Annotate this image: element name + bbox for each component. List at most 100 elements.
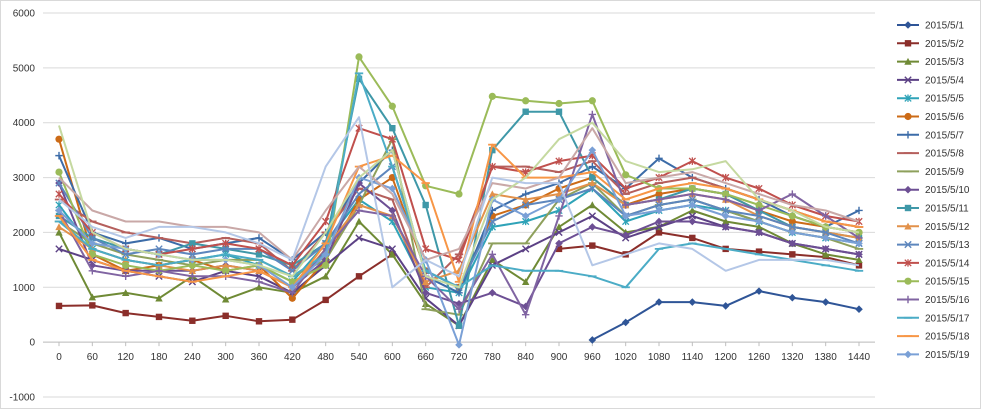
legend-label: 2015/5/13 [925, 240, 970, 251]
data-point [355, 201, 363, 209]
data-point [522, 97, 530, 105]
data-point [255, 251, 263, 258]
data-point [655, 154, 663, 163]
data-point [222, 312, 229, 320]
data-point [755, 212, 763, 220]
data-point [821, 234, 830, 242]
legend-label: 2015/5/2 [925, 39, 964, 50]
data-point [688, 217, 697, 226]
data-point [288, 294, 296, 302]
data-point [155, 313, 163, 321]
data-point [388, 102, 396, 110]
legend-entry: 2015/5/4 [897, 75, 964, 86]
legend-entry: 2015/5/18 [897, 332, 970, 343]
x-tick-label: 240 [184, 352, 201, 363]
data-point [688, 190, 697, 198]
data-point [722, 173, 730, 182]
data-point [521, 311, 530, 319]
legend-marker [904, 40, 912, 47]
y-tick-label: 2000 [13, 228, 36, 239]
data-point [655, 298, 663, 306]
data-point [255, 278, 263, 286]
data-point [55, 228, 63, 236]
series-line [58, 121, 860, 289]
data-point [655, 201, 663, 209]
data-point [589, 242, 596, 249]
x-tick-label: 540 [351, 352, 368, 363]
legend-label: 2015/5/3 [925, 57, 964, 68]
data-point [355, 206, 363, 215]
data-point [455, 341, 463, 349]
data-point [55, 245, 63, 253]
data-point [289, 316, 296, 323]
data-point [555, 223, 563, 231]
legend-entry: 2015/5/11 [897, 204, 969, 215]
legend-label: 2015/5/19 [925, 350, 970, 361]
x-tick-label: 1440 [848, 352, 871, 363]
y-tick-label: -1000 [9, 393, 35, 404]
data-point [89, 302, 96, 309]
data-point [755, 217, 763, 226]
data-point [655, 206, 663, 215]
x-tick-label: 600 [384, 352, 401, 363]
data-point [555, 99, 563, 108]
data-point [788, 217, 796, 226]
data-point [821, 228, 830, 237]
legend-marker [904, 57, 912, 65]
data-point [589, 174, 596, 181]
series-group [54, 53, 864, 349]
legend-label: 2015/5/17 [925, 313, 970, 324]
data-point [321, 272, 330, 280]
data-point [155, 267, 163, 275]
legend-entry: 2015/5/9 [897, 167, 964, 178]
data-point [621, 318, 630, 327]
data-point [789, 251, 796, 258]
legend-marker [904, 204, 912, 212]
data-point [821, 298, 830, 306]
legend-entry: 2015/5/2 [897, 39, 964, 50]
data-point [422, 245, 430, 253]
data-point [55, 190, 63, 198]
data-point [455, 256, 463, 264]
y-tick-label: 4000 [13, 118, 36, 129]
data-point [488, 92, 496, 100]
x-tick-label: 1080 [648, 352, 671, 363]
data-point [221, 261, 230, 269]
x-tick-label: 480 [317, 352, 334, 363]
x-tick-label: 1260 [748, 352, 771, 363]
gridlines [43, 12, 875, 398]
data-point [521, 201, 530, 209]
data-point [755, 201, 763, 209]
data-point [55, 151, 63, 160]
data-point [855, 262, 863, 269]
x-tick-label: 720 [451, 352, 468, 363]
data-point [88, 293, 97, 301]
data-point [588, 110, 597, 119]
data-point [689, 234, 696, 242]
data-point [255, 234, 263, 242]
data-point [688, 206, 697, 214]
data-point [588, 162, 597, 171]
x-tick-label: 1020 [615, 352, 638, 363]
data-point [355, 53, 363, 61]
data-point [255, 245, 263, 253]
data-point [455, 322, 463, 329]
data-point [621, 212, 630, 220]
data-point [521, 212, 530, 220]
data-point [255, 283, 263, 291]
legend-label: 2015/5/16 [925, 295, 970, 306]
data-point [755, 248, 763, 255]
data-point [755, 184, 763, 193]
data-point [355, 217, 363, 225]
data-point [322, 217, 330, 226]
data-point [288, 283, 297, 292]
data-point [188, 267, 197, 275]
legend-marker [904, 295, 912, 304]
data-point [655, 190, 663, 198]
legend-label: 2015/5/4 [925, 75, 964, 86]
legend-label: 2015/5/12 [925, 222, 970, 233]
data-point [788, 223, 797, 231]
x-tick-label: 1320 [781, 352, 804, 363]
x-tick-label: 0 [56, 352, 62, 363]
data-point [688, 157, 696, 165]
